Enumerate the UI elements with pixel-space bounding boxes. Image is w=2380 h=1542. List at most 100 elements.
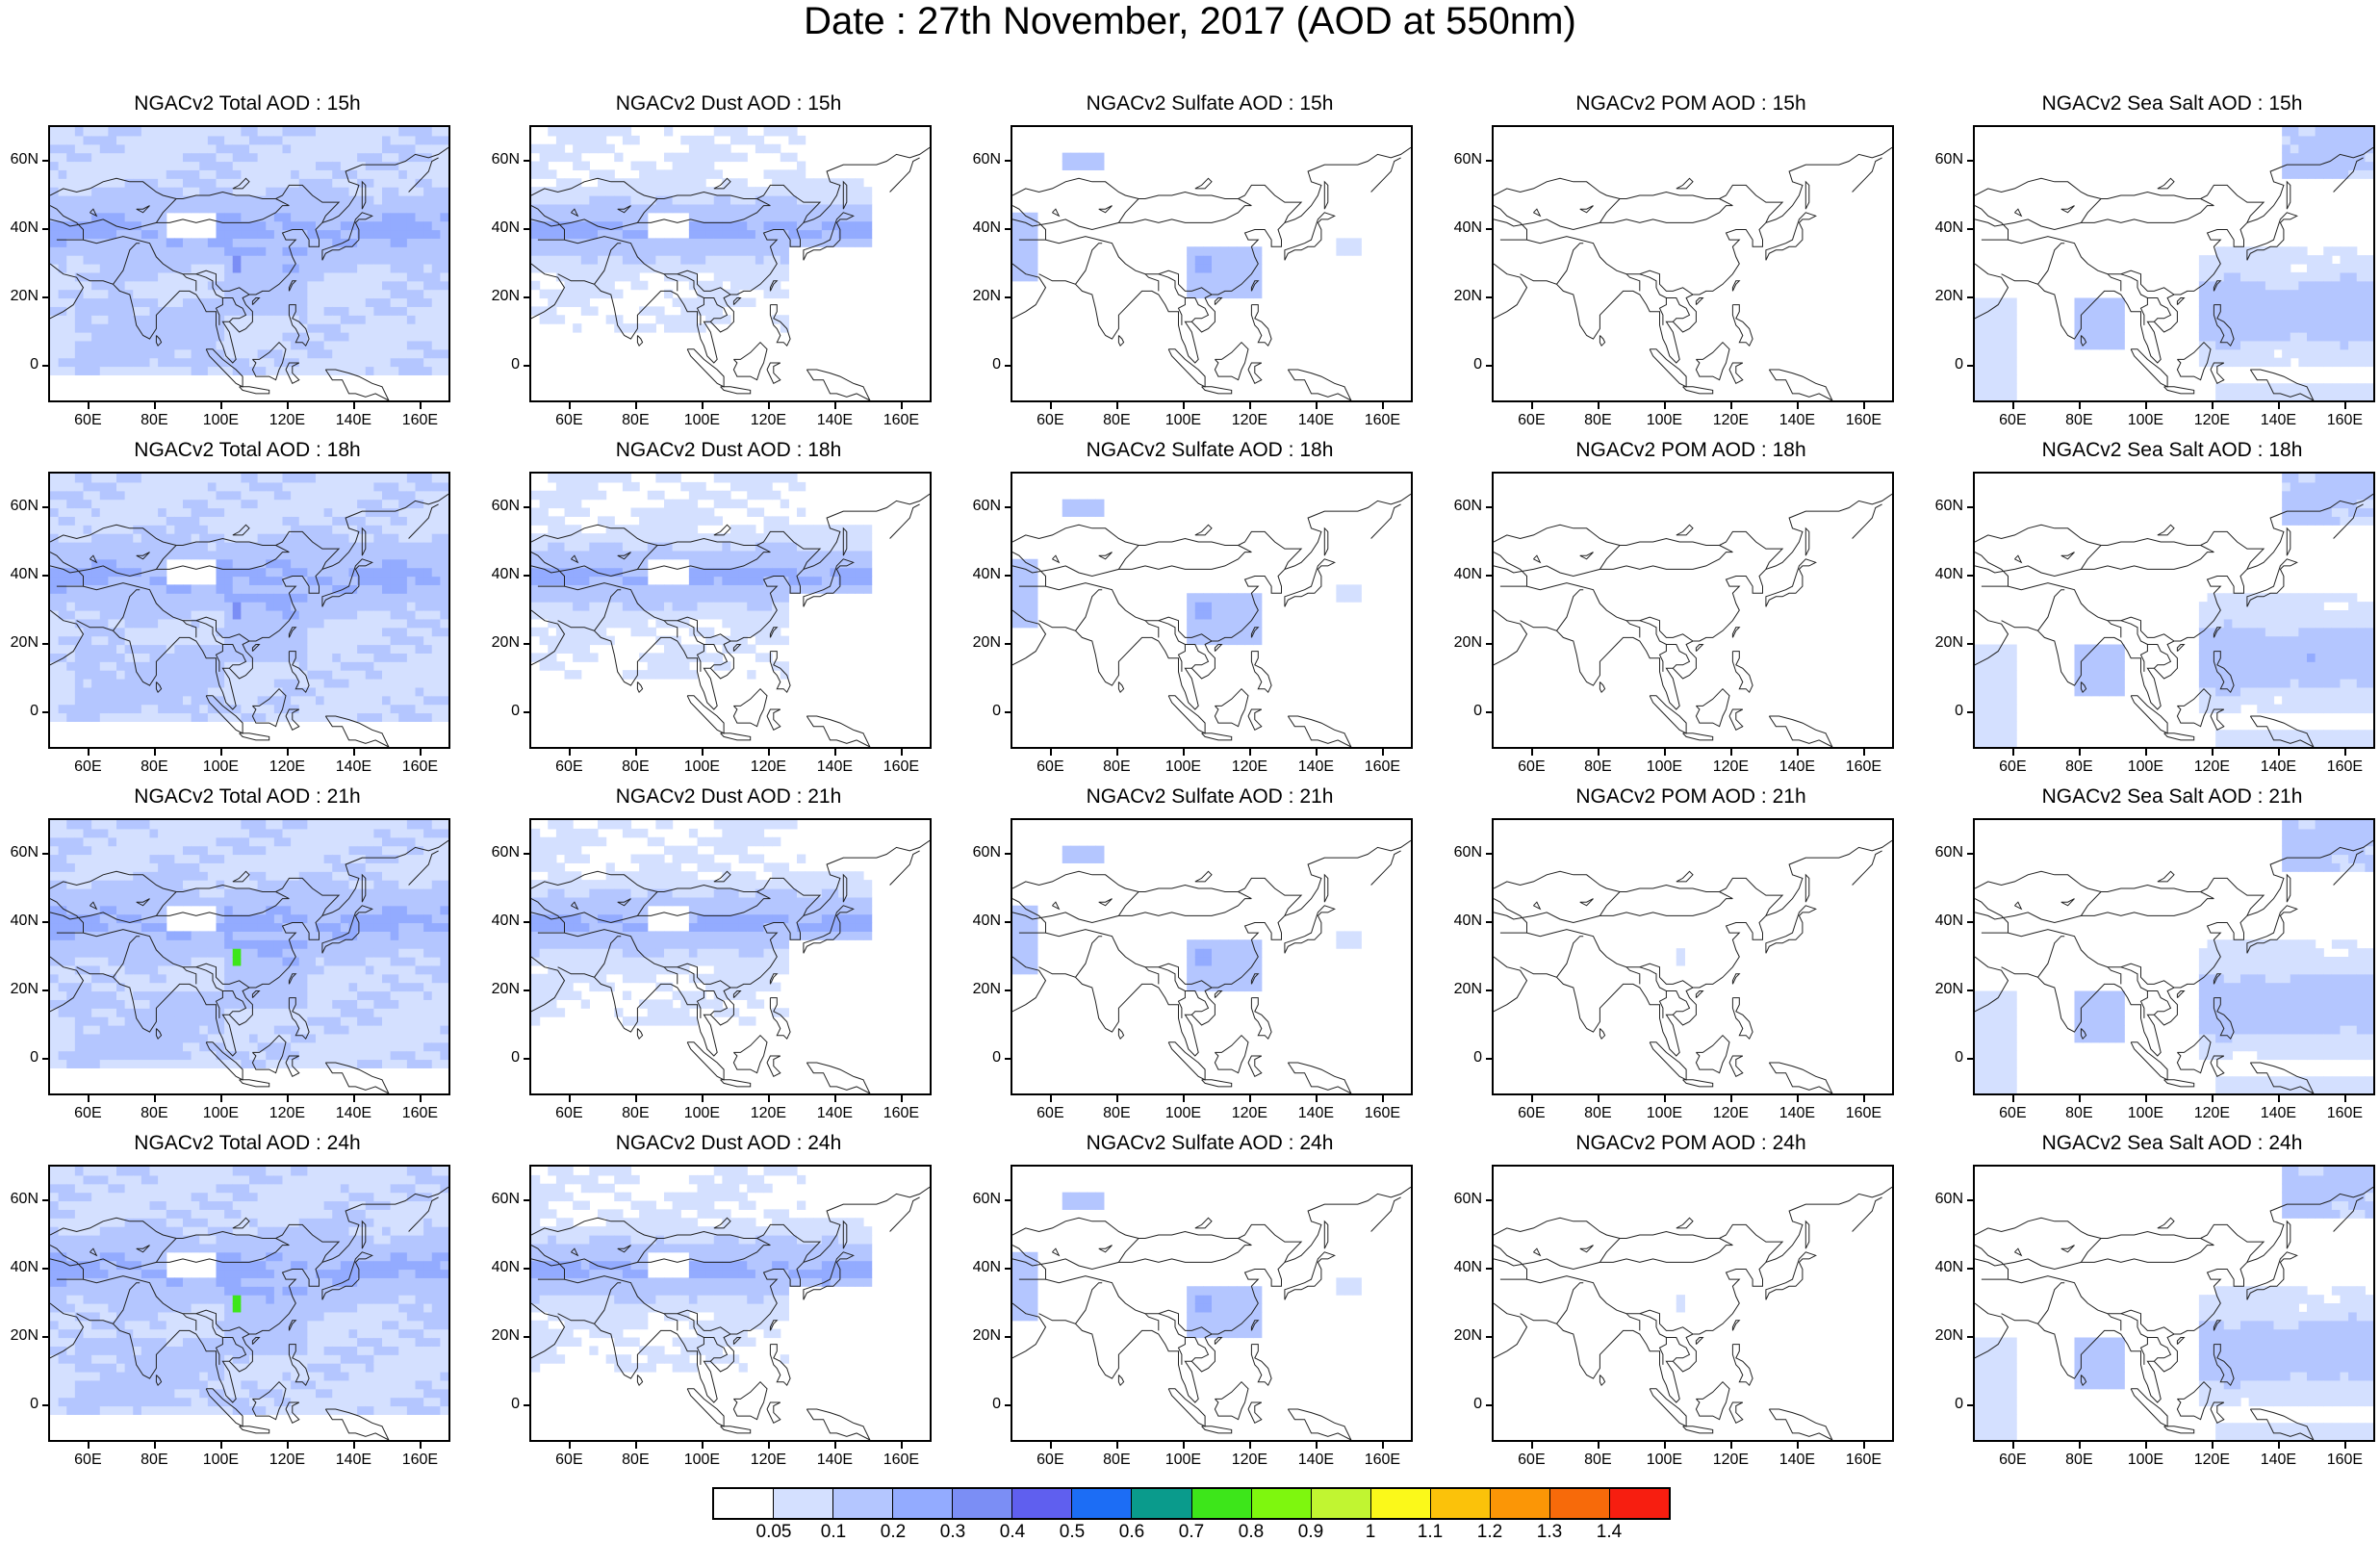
aod-cell <box>855 187 864 196</box>
aod-cell <box>713 255 723 265</box>
aod-cell <box>423 550 433 560</box>
aod-cell <box>91 542 101 552</box>
aod-cell <box>573 593 582 603</box>
aod-cell <box>772 576 781 585</box>
aod-cell <box>183 195 192 205</box>
aod-cell <box>630 576 640 585</box>
aod-cell <box>291 525 300 534</box>
aod-cell <box>166 610 175 620</box>
aod-cell <box>108 143 117 154</box>
aod-cell <box>564 670 574 680</box>
aod-cell <box>166 306 175 316</box>
aod-cell <box>630 178 640 188</box>
aod-cell <box>589 264 599 273</box>
coastline <box>288 651 310 694</box>
aod-cell <box>713 238 723 247</box>
aod-cell <box>2215 357 2225 368</box>
aod-cell <box>423 679 433 688</box>
aod-cell <box>273 187 284 196</box>
aod-cell <box>332 507 342 517</box>
aod-cell <box>216 653 225 662</box>
aod-cell <box>1012 593 1022 603</box>
aod-cell <box>365 550 374 560</box>
aod-cell <box>58 135 67 145</box>
lon-tick <box>702 748 704 756</box>
coastline <box>113 243 141 285</box>
aod-cell <box>224 507 234 517</box>
aod-cell <box>713 576 723 585</box>
lon-tick-label: 160E <box>1364 412 1401 428</box>
aod-cell <box>241 576 250 585</box>
aod-cell <box>772 271 781 282</box>
aod-cell <box>373 357 383 368</box>
aod-cell <box>149 127 159 137</box>
aod-cell <box>108 255 117 265</box>
aod-cell <box>672 474 681 483</box>
aod-cell <box>273 576 284 585</box>
aod-cell <box>2282 315 2291 324</box>
aod-cell <box>249 602 259 611</box>
aod-cell <box>688 653 699 662</box>
aod-cell <box>688 212 699 222</box>
aod-cell <box>2223 255 2233 265</box>
aod-cell <box>598 238 607 247</box>
aod-cell <box>1236 610 1246 620</box>
aod-cell <box>166 481 175 492</box>
aod-cell <box>772 610 781 620</box>
aod-cell <box>564 542 574 552</box>
aod-cell <box>772 212 781 222</box>
aod-cell <box>166 271 175 282</box>
aod-cell <box>2340 135 2349 145</box>
aod-cell <box>58 507 67 517</box>
aod-cell <box>2207 289 2216 299</box>
aod-cell <box>846 576 856 585</box>
aod-cell <box>664 127 674 137</box>
aod-cell <box>124 220 134 231</box>
aod-cell <box>2223 348 2233 359</box>
aod-cell <box>2331 161 2342 170</box>
aod-cell <box>713 610 723 620</box>
aod-cell <box>598 576 607 585</box>
aod-cell <box>639 602 649 611</box>
aod-cell <box>91 593 101 603</box>
coastline <box>2213 304 2235 347</box>
aod-cell <box>2108 332 2117 342</box>
aod-cell <box>116 127 126 137</box>
aod-cell <box>398 525 408 534</box>
aod-cell <box>332 271 342 282</box>
aod-cell <box>2340 246 2349 256</box>
aod-cell <box>655 264 665 273</box>
aod-cell <box>133 178 142 188</box>
coastline <box>769 627 779 638</box>
aod-cell <box>2348 306 2358 316</box>
aod-cell <box>382 152 392 163</box>
aod-cell <box>249 357 259 368</box>
aod-cell <box>191 542 200 552</box>
aod-cell <box>382 289 392 299</box>
aod-cell <box>697 306 706 316</box>
aod-cell <box>207 332 218 342</box>
aod-cell <box>216 474 225 483</box>
aod-cell <box>1991 323 2001 333</box>
aod-cell <box>431 686 441 697</box>
aod-cell <box>755 481 765 492</box>
aod-cell <box>108 576 117 585</box>
aod-cell <box>382 143 392 154</box>
aod-cell <box>83 661 92 671</box>
aod-cell <box>50 289 60 299</box>
aod-cell <box>158 135 167 145</box>
aod-cell <box>747 238 756 247</box>
aod-cell <box>382 542 392 552</box>
aod-cell <box>357 490 367 501</box>
aod-cell <box>2273 392 2283 400</box>
aod-cell <box>382 644 392 654</box>
aod-cell <box>58 127 67 137</box>
aod-cell <box>373 340 383 350</box>
aod-cell <box>821 584 832 594</box>
aod-cell <box>830 203 839 214</box>
aod-cell <box>141 704 151 714</box>
aod-cell <box>323 635 333 646</box>
aod-cell <box>74 499 85 509</box>
lon-tick-label: 60E <box>1036 412 1064 428</box>
aod-cell <box>332 686 342 697</box>
